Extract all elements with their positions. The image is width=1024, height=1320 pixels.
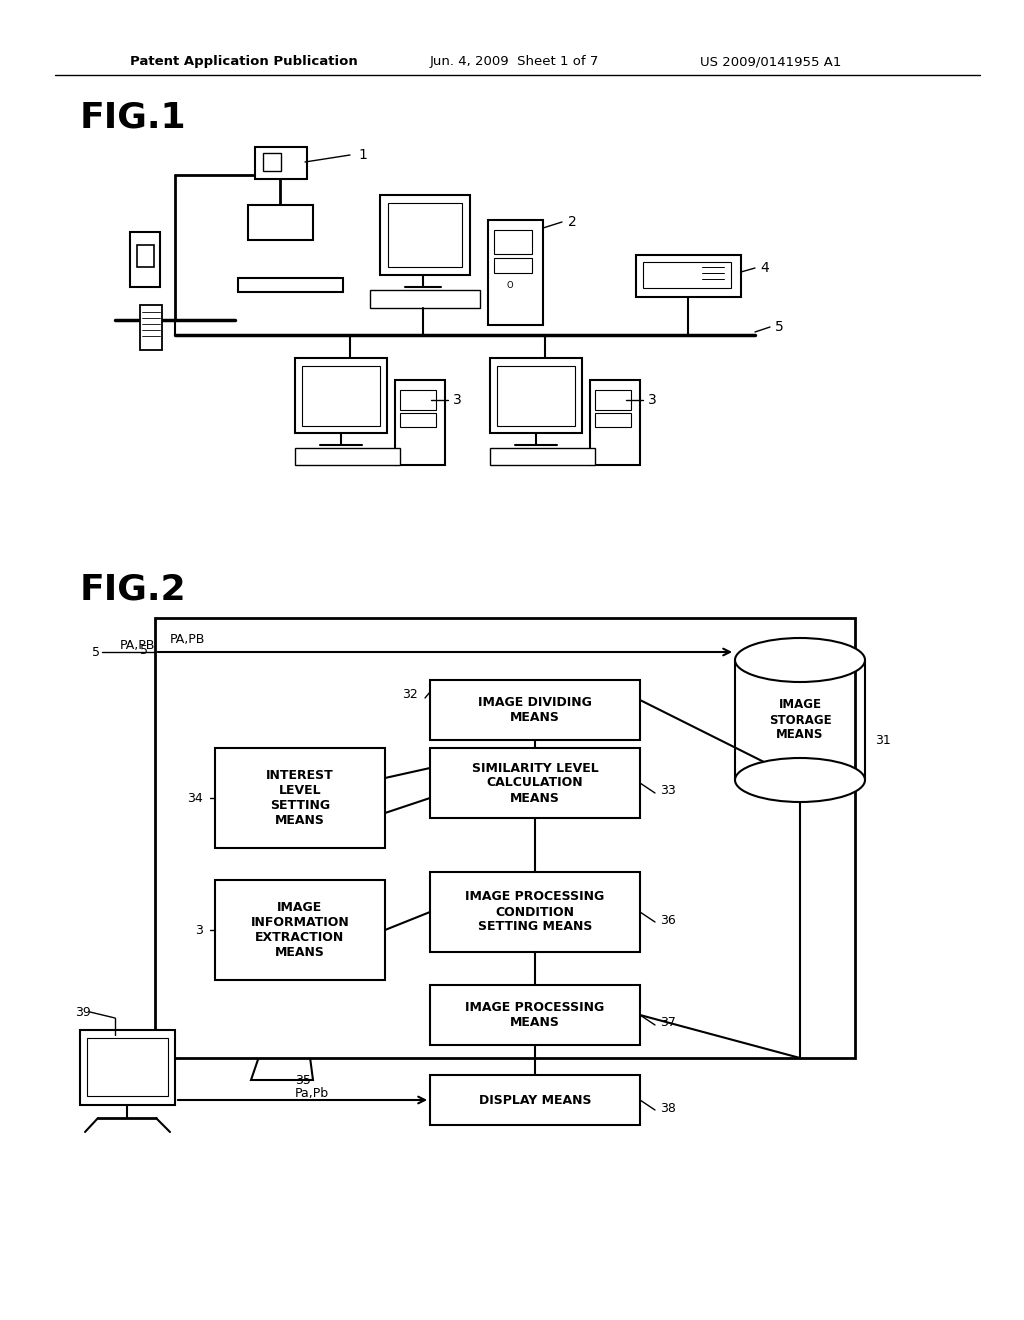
Bar [130,232,160,286]
Bar [430,985,640,1045]
Ellipse shape [735,638,865,682]
Text: 38: 38 [660,1101,676,1114]
Text: PA,PB: PA,PB [170,634,206,647]
Text: 5: 5 [140,644,148,656]
Bar [380,195,470,275]
Bar [636,255,741,297]
Bar [87,1038,168,1096]
Text: 32: 32 [402,688,418,701]
Bar [395,380,445,465]
Text: FIG.2: FIG.2 [80,573,186,607]
Bar [488,220,543,325]
Text: 3: 3 [453,393,462,407]
Bar [400,413,436,426]
Text: Jun. 4, 2009  Sheet 1 of 7: Jun. 4, 2009 Sheet 1 of 7 [430,55,599,69]
Bar [430,1074,640,1125]
Bar [370,290,480,308]
Bar [497,366,575,426]
Text: IMAGE
INFORMATION
EXTRACTION
MEANS: IMAGE INFORMATION EXTRACTION MEANS [251,902,349,960]
Text: PA,PB: PA,PB [120,639,156,652]
Bar [494,257,532,273]
Ellipse shape [735,758,865,803]
Text: 39: 39 [75,1006,91,1019]
Text: 3: 3 [648,393,656,407]
Text: DISPLAY MEANS: DISPLAY MEANS [479,1093,591,1106]
Bar [388,203,462,267]
Text: 36: 36 [660,913,676,927]
Bar [430,748,640,818]
Bar [590,380,640,465]
Text: Pa,Pb: Pa,Pb [295,1086,329,1100]
Bar [430,680,640,741]
Text: 4: 4 [760,261,769,275]
Bar [400,389,436,411]
Text: 35: 35 [295,1073,311,1086]
Bar [595,413,631,426]
Bar [255,147,307,180]
Text: Patent Application Publication: Patent Application Publication [130,55,357,69]
Bar [643,261,731,288]
Text: 5: 5 [775,319,783,334]
Bar [430,873,640,952]
Text: IMAGE
STORAGE
MEANS: IMAGE STORAGE MEANS [769,698,831,742]
Bar [215,748,385,847]
Text: 37: 37 [660,1016,676,1030]
Bar [248,205,313,240]
Text: 3: 3 [196,924,203,936]
Text: O: O [507,281,513,289]
Text: IMAGE PROCESSING
MEANS: IMAGE PROCESSING MEANS [465,1001,604,1030]
Bar [140,305,162,350]
Bar [155,618,855,1059]
Bar [595,389,631,411]
Text: SIMILARITY LEVEL
CALCULATION
MEANS: SIMILARITY LEVEL CALCULATION MEANS [472,762,598,804]
Text: 1: 1 [358,148,367,162]
Text: INTEREST
LEVEL
SETTING
MEANS: INTEREST LEVEL SETTING MEANS [266,770,334,828]
Bar [215,880,385,979]
Bar [490,358,582,433]
Text: IMAGE DIVIDING
MEANS: IMAGE DIVIDING MEANS [478,696,592,723]
Text: US 2009/0141955 A1: US 2009/0141955 A1 [700,55,842,69]
Text: IMAGE PROCESSING
CONDITION
SETTING MEANS: IMAGE PROCESSING CONDITION SETTING MEANS [465,891,604,933]
Bar [238,279,343,292]
Text: 5: 5 [92,645,100,659]
Bar [137,246,154,267]
Bar [295,358,387,433]
Bar [263,153,281,172]
Bar [295,447,400,465]
Bar [494,230,532,253]
Bar [302,366,380,426]
Text: 31: 31 [874,734,891,747]
Text: 2: 2 [568,215,577,228]
Bar [80,1030,175,1105]
Bar [490,447,595,465]
Polygon shape [251,1041,313,1080]
Text: 34: 34 [187,792,203,804]
Text: 33: 33 [660,784,676,797]
Text: FIG.1: FIG.1 [80,102,186,135]
